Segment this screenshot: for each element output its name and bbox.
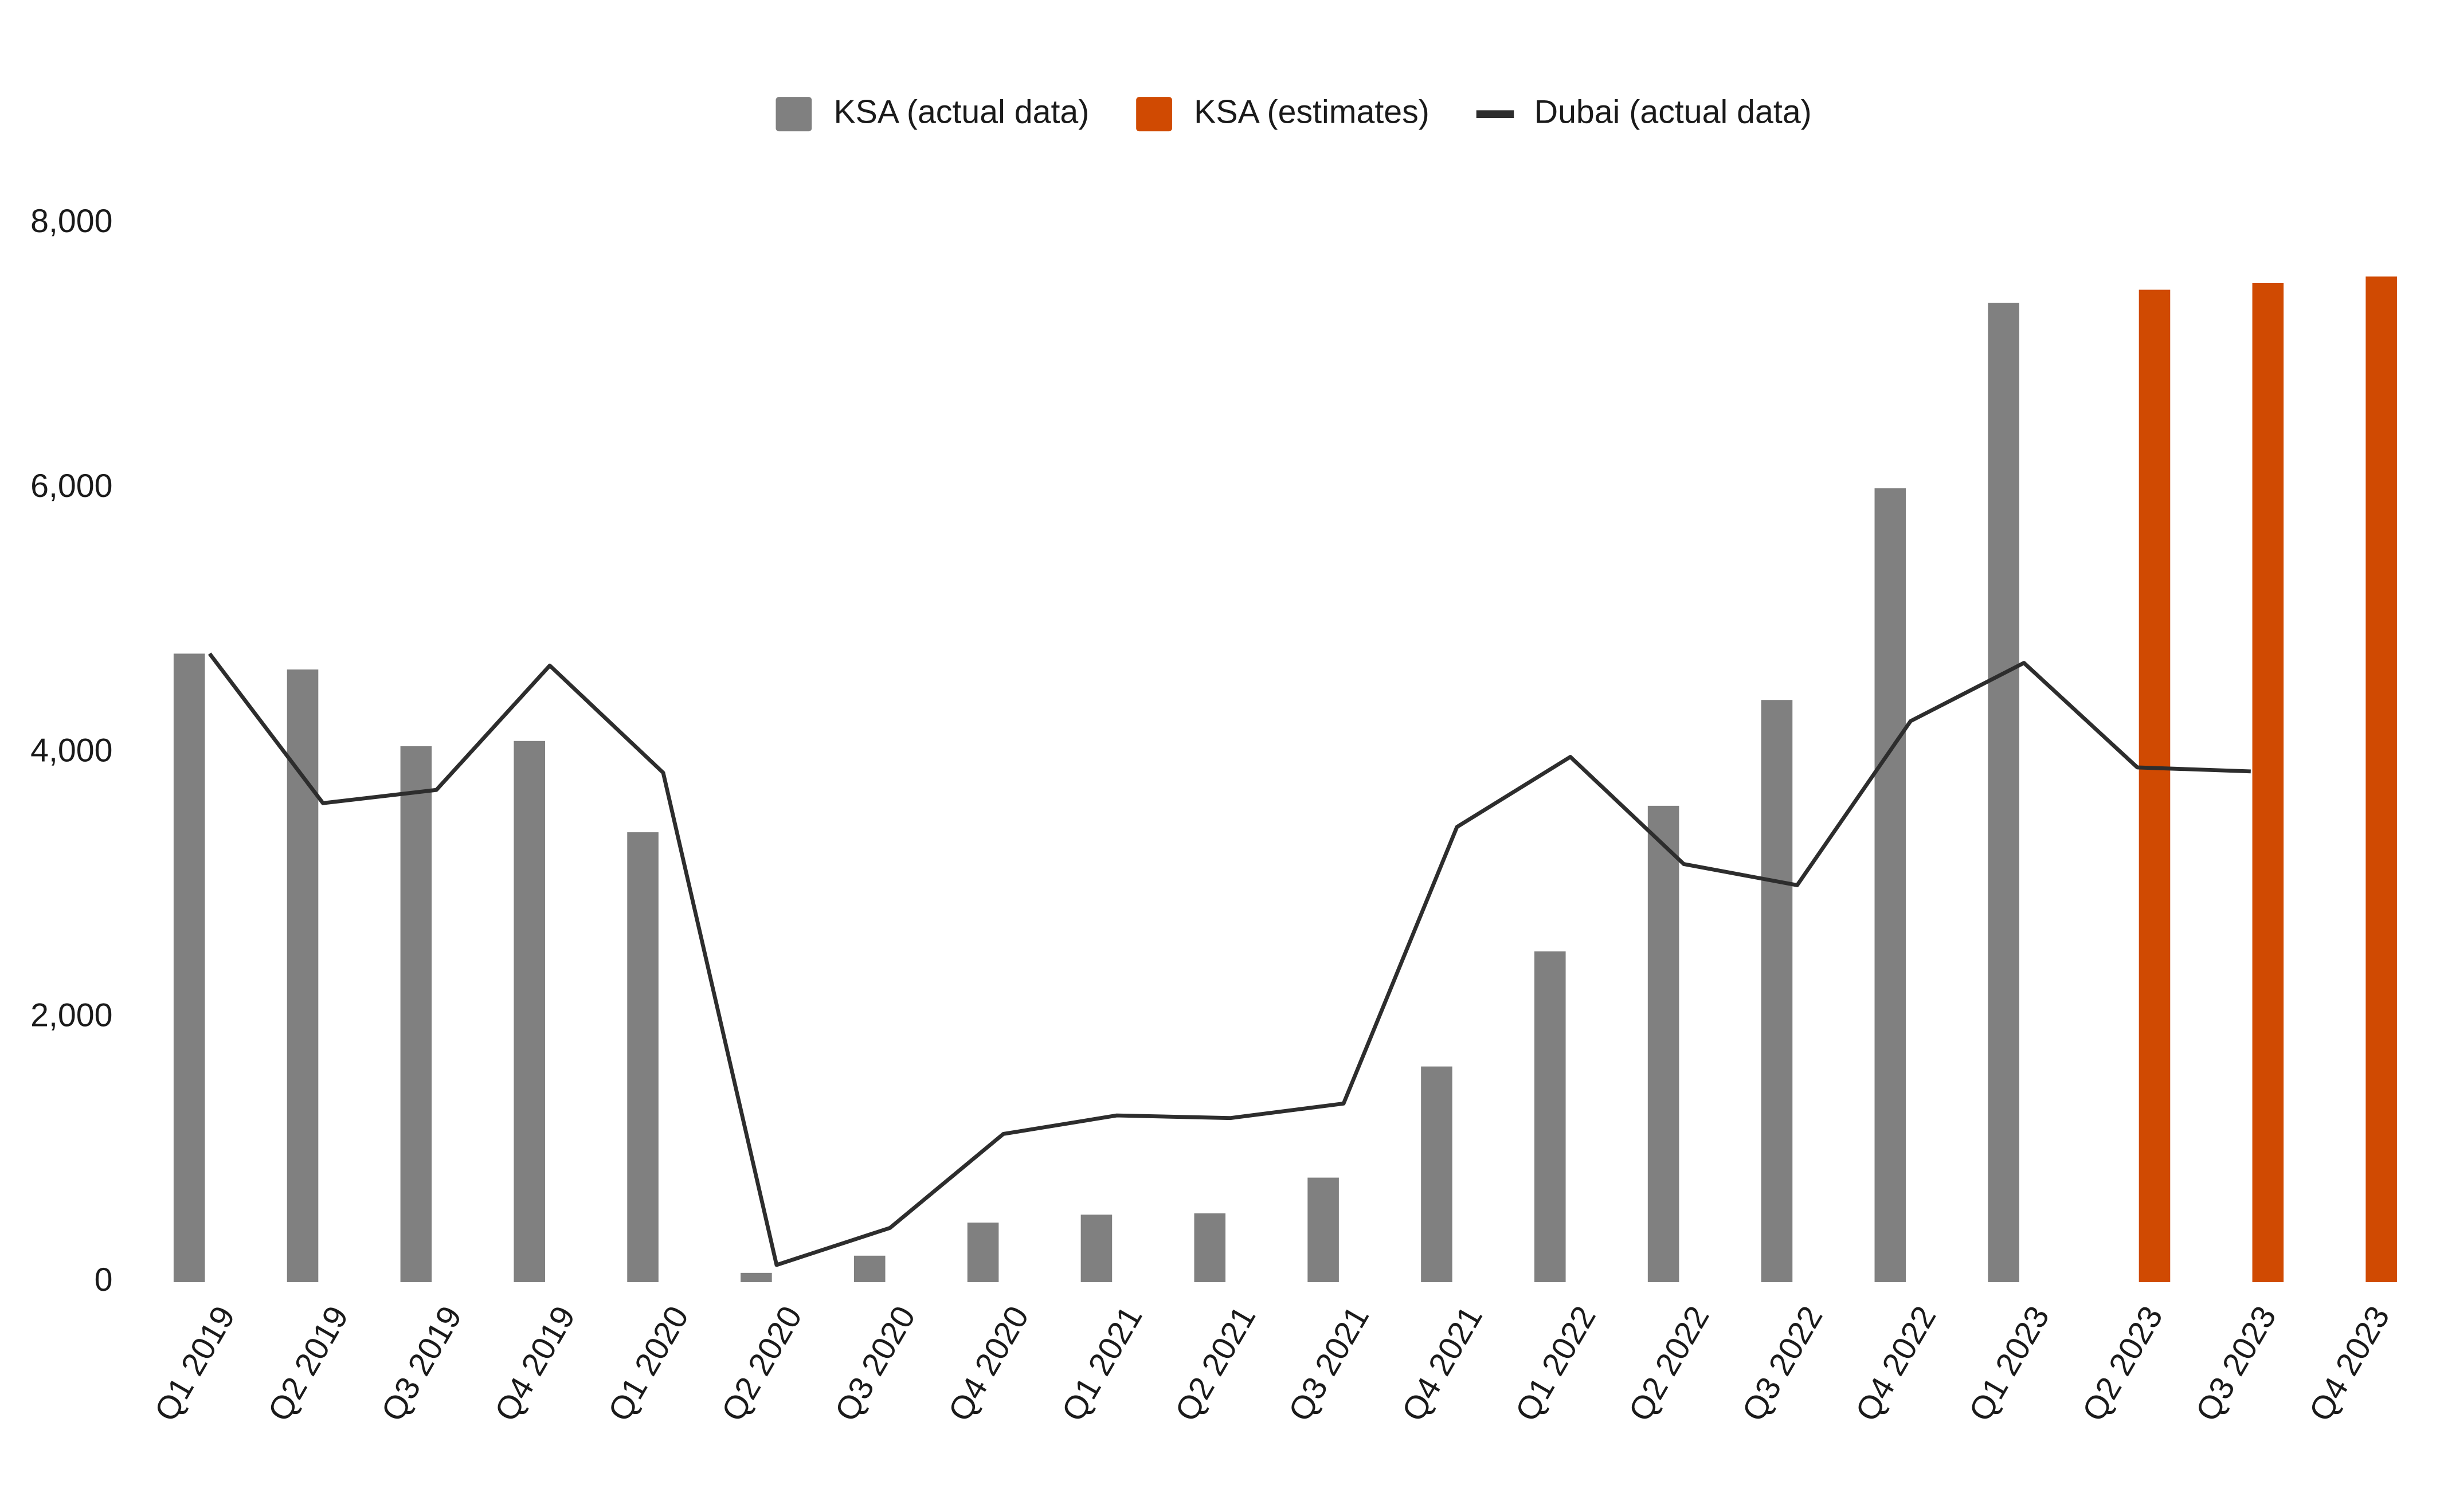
bar: [400, 746, 432, 1282]
bar: [741, 1272, 772, 1282]
y-tick-label: 0: [95, 1262, 113, 1298]
x-tick-label: Q1 2023: [1962, 1300, 2057, 1427]
legend-label: Dubai (actual data): [1534, 93, 1812, 130]
bar: [967, 1223, 999, 1282]
x-tick-label: Q3 2019: [374, 1300, 469, 1427]
legend-swatch: [776, 97, 812, 132]
legend-label: KSA (estimates): [1194, 93, 1429, 130]
x-tick-label: Q1 2019: [147, 1300, 242, 1427]
bar: [1761, 700, 1793, 1282]
x-tick-label: Q4 2021: [1395, 1300, 1490, 1427]
bar: [1647, 805, 1679, 1282]
line: [207, 652, 2251, 1267]
bar: [1988, 303, 2019, 1282]
bar: [2139, 289, 2171, 1282]
x-tick-label: Q4 2019: [488, 1300, 582, 1427]
x-tick-label: Q3 2022: [1735, 1300, 1830, 1427]
bar: [627, 832, 659, 1282]
y-tick-label: 6,000: [30, 468, 112, 504]
bar: [514, 741, 546, 1282]
x-tick-label: Q1 2020: [601, 1300, 696, 1427]
legend-label: KSA (actual data): [833, 93, 1089, 130]
x-tick-label: Q4 2023: [2302, 1300, 2396, 1427]
bar: [287, 669, 319, 1282]
x-tick-label: Q4 2022: [1848, 1300, 1943, 1427]
x-tick-label: Q1 2021: [1055, 1300, 1149, 1427]
x-tick-label: Q4 2020: [941, 1300, 1036, 1427]
bar: [2252, 283, 2284, 1282]
y-tick-label: 8,000: [30, 203, 112, 240]
x-tick-label: Q2 2019: [261, 1300, 355, 1427]
x-tick-label: Q3 2021: [1282, 1300, 1376, 1427]
bar: [853, 1255, 886, 1282]
bar: [2365, 276, 2397, 1282]
bar: [1307, 1177, 1339, 1282]
y-tick-label: 4,000: [30, 733, 112, 769]
x-tick-label: Q1 2022: [1509, 1300, 1603, 1427]
x-tick-label: Q3 2020: [828, 1300, 923, 1427]
x-tick-label: Q2 2023: [2075, 1300, 2170, 1427]
bar: [1194, 1213, 1226, 1282]
legend-swatch: [1136, 97, 1172, 132]
bar: [173, 653, 205, 1282]
x-tick-label: Q2 2022: [1622, 1300, 1716, 1427]
x-tick-label: Q2 2021: [1168, 1300, 1263, 1427]
y-tick-label: 2,000: [30, 997, 112, 1033]
x-tick-label: Q3 2023: [2189, 1300, 2284, 1427]
bar: [1080, 1215, 1113, 1282]
bar: [1874, 488, 1906, 1282]
x-tick-label: Q2 2020: [715, 1300, 809, 1427]
bar: [1421, 1066, 1452, 1282]
bar: [1534, 951, 1566, 1282]
